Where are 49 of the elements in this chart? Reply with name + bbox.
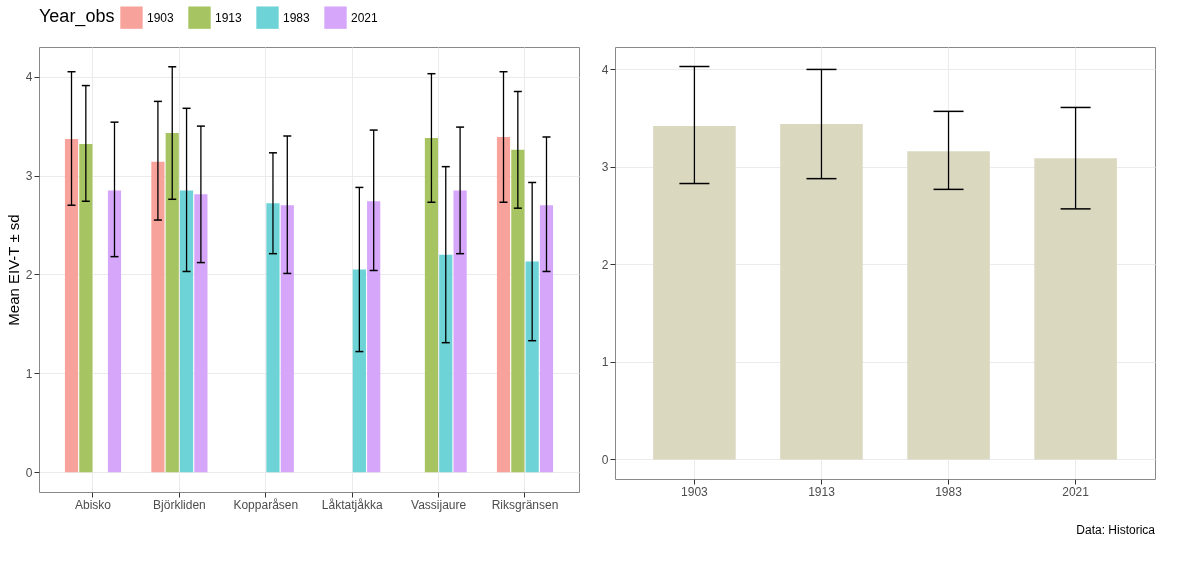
y-axis-title: Mean EIV-T ± sd [4, 214, 22, 326]
legend-title: Year_obs [39, 6, 115, 27]
y-tick-label: 3 [25, 169, 33, 184]
bar [496, 136, 511, 473]
bar [424, 137, 439, 473]
x-tick-label: Kopparåsen [233, 497, 299, 512]
bar [539, 205, 554, 473]
bar [1034, 158, 1117, 460]
x-tick-label: Låktatjåkka [321, 497, 383, 512]
legend-label: 1903 [147, 10, 175, 25]
x-tick-label: Riksgränsen [491, 497, 559, 512]
bar [907, 151, 990, 460]
bar [64, 138, 79, 473]
bar [439, 254, 453, 473]
bar [280, 205, 294, 473]
bar [79, 143, 93, 473]
y-tick-label: 0 [25, 465, 33, 480]
y-tick-label: 0 [601, 453, 609, 467]
text: Data: Historica [1076, 523, 1156, 537]
y-tick-label: 3 [601, 160, 609, 175]
bar [194, 194, 208, 473]
bar [165, 133, 179, 473]
bar [780, 124, 863, 460]
legend-label: 2021 [351, 10, 379, 25]
bar [453, 190, 467, 473]
y-tick-label: 1 [601, 355, 609, 370]
x-tick-label: 2021 [1062, 484, 1090, 499]
bar [107, 190, 122, 473]
bar [151, 161, 165, 473]
bar [367, 201, 381, 473]
x-tick-label: Vassijaure [411, 497, 467, 512]
bar [653, 125, 736, 460]
x-tick-label: 1983 [935, 484, 963, 499]
bar [352, 269, 366, 473]
y-tick-label: 4 [601, 62, 609, 77]
bar [266, 203, 280, 473]
bar [179, 190, 194, 473]
legend-label: 1913 [215, 10, 243, 25]
y-tick-label: 2 [25, 267, 33, 282]
bar [511, 149, 525, 473]
x-tick-label: 1903 [681, 484, 709, 499]
y-tick-label: 4 [25, 70, 33, 85]
x-tick-label: Björkliden [153, 497, 206, 512]
legend-label: 1983 [283, 10, 311, 25]
y-tick-label: 1 [25, 366, 33, 381]
x-tick-label: 1913 [808, 484, 836, 499]
y-tick-label: 2 [601, 257, 609, 272]
bar [525, 261, 539, 473]
x-tick-label: Abisko [74, 497, 112, 512]
